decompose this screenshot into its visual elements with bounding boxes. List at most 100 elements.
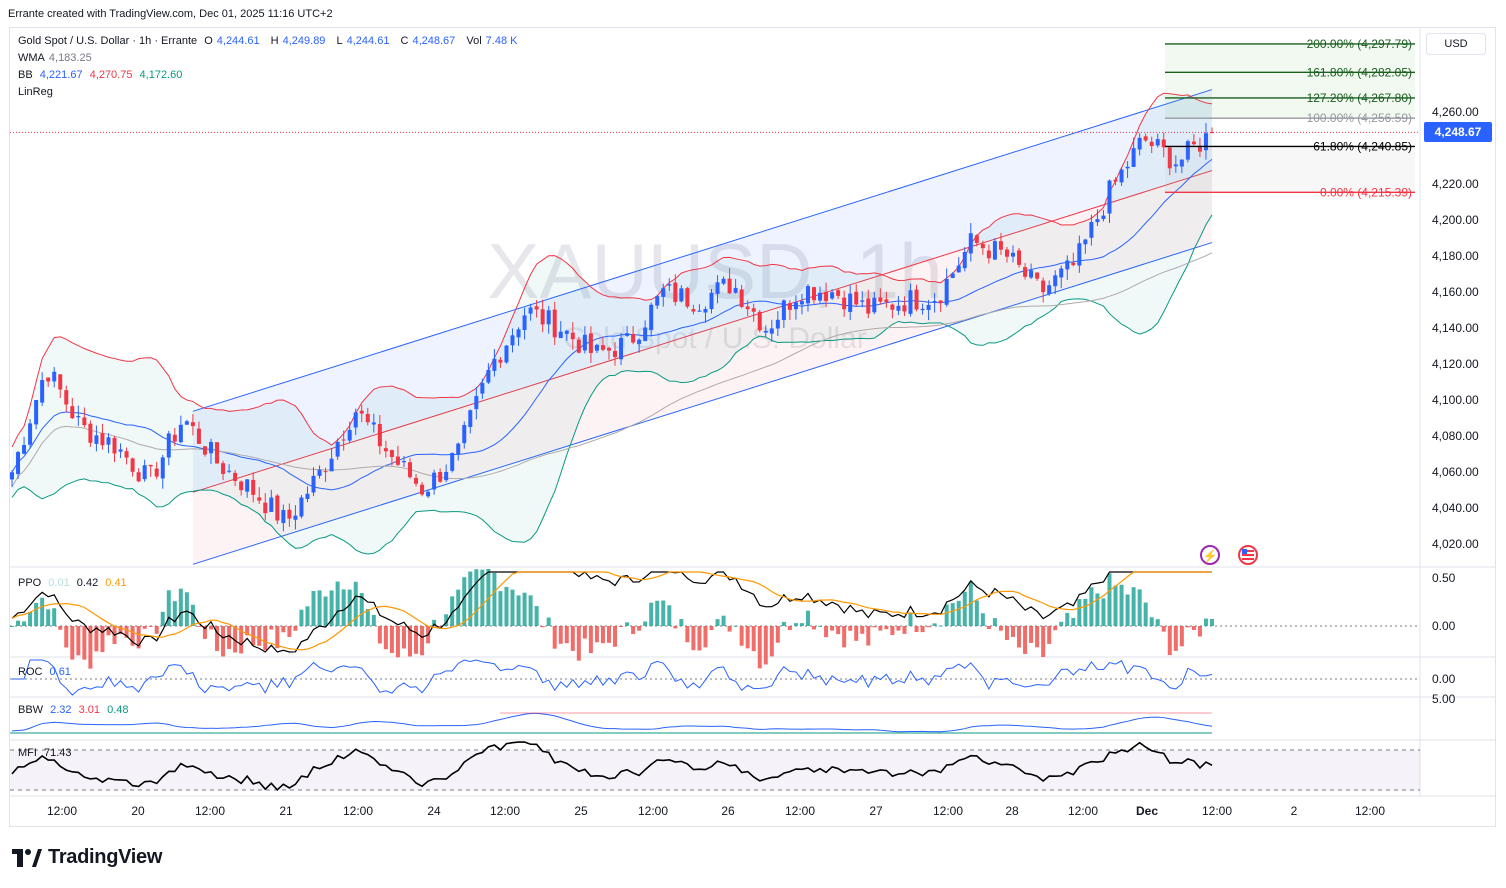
mfi-legend[interactable]: MFI 71.43: [18, 747, 72, 759]
flash-event-icon[interactable]: ⚡: [1200, 545, 1220, 565]
ppo-histogram-bar: [136, 626, 141, 649]
ppo-histogram-bar: [1041, 626, 1046, 657]
ppo-histogram-bar: [407, 626, 412, 657]
ppo-histogram-bar: [414, 626, 419, 654]
candle: [1041, 280, 1046, 293]
ppo-histogram-bar: [824, 626, 829, 638]
candle: [854, 291, 859, 305]
ppo-histogram-bar: [655, 600, 660, 626]
bbw-legend[interactable]: BBW 2.32 3.01 0.48: [18, 704, 129, 716]
ppo-legend[interactable]: PPO 0.01 0.42 0.41: [18, 577, 127, 589]
fib-level-label: 161.80% (4,282.05): [1307, 65, 1412, 79]
candle: [233, 472, 238, 481]
symbol-title[interactable]: Gold Spot / U.S. Dollar · 1h · Errante: [18, 35, 198, 47]
y-tick-label: 4,060.00: [1432, 465, 1479, 479]
currency-selector[interactable]: USD: [1426, 33, 1486, 55]
ppo-histogram-bar: [480, 569, 485, 626]
candle: [600, 345, 605, 350]
ppo-histogram-bar: [914, 626, 919, 633]
chart-frame: [9, 27, 1496, 827]
candle: [727, 278, 732, 294]
bb-fill: [12, 93, 1212, 555]
linreg-legend[interactable]: LinReg: [18, 86, 53, 98]
bb-upper-value: 4,270.75: [89, 69, 133, 81]
candle: [462, 425, 467, 444]
ppo-histogram-bar: [848, 626, 853, 631]
ppo-histogram-bar: [908, 613, 913, 626]
candle: [1131, 148, 1136, 167]
x-tick-label: 12:00: [785, 804, 815, 818]
ppo-histogram-bar: [920, 626, 925, 633]
candle: [22, 444, 27, 454]
candle: [100, 433, 105, 446]
candle: [812, 287, 817, 301]
ppo-histogram-bar: [239, 626, 244, 654]
candle: [1059, 268, 1064, 278]
ppo-histogram-bar: [751, 626, 756, 652]
ppo-histogram-bar: [667, 605, 672, 626]
candle: [733, 287, 738, 293]
ppo-histogram-bar: [697, 626, 702, 651]
candle: [106, 437, 111, 445]
ppo-histogram-bar: [28, 611, 33, 626]
candle: [208, 441, 213, 454]
candle: [28, 423, 33, 445]
x-tick-label: 12:00: [1355, 804, 1385, 818]
ppo-histogram-bar: [82, 626, 87, 660]
candle: [914, 289, 919, 310]
ppo-histogram-bar: [884, 626, 889, 630]
candle: [10, 472, 14, 480]
ppo-histogram-bar: [401, 626, 406, 649]
regression-upper-zone: [192, 89, 1212, 493]
ppo-histogram-bar: [148, 626, 153, 627]
candle: [1101, 215, 1106, 220]
ppo-histogram-bar: [805, 610, 810, 626]
bb-lower-line: [11, 214, 1213, 555]
ppo-histogram-bar: [625, 622, 630, 626]
candle: [582, 334, 587, 351]
candle: [661, 288, 666, 297]
ppo-histogram-bar: [202, 626, 207, 639]
ppo-histogram-bar: [582, 626, 587, 639]
ppo-histogram-bar: [703, 626, 708, 648]
open-value: O 4,244.61: [204, 35, 260, 47]
candle: [190, 422, 195, 427]
ppo-histogram-bar: [323, 596, 328, 626]
ppo-histogram-bar: [552, 626, 557, 649]
ppo-histogram-bar: [504, 586, 509, 626]
ppo-histogram-bar: [377, 626, 382, 644]
ppo-histogram-bar: [1071, 618, 1076, 626]
y-tick-label: 4,220.00: [1432, 177, 1479, 191]
candle: [516, 329, 521, 338]
ppo-histogram-bar: [359, 593, 364, 626]
ppo-histogram-bar: [1083, 598, 1088, 626]
ppo-histogram-bar: [896, 626, 901, 631]
candle: [76, 416, 81, 418]
wma-legend[interactable]: WMA 4,183.25: [18, 52, 92, 64]
ppo-histogram-bar: [269, 626, 274, 630]
y-tick-label: 4,120.00: [1432, 357, 1479, 371]
bb-legend[interactable]: BB 4,221.67 4,270.75 4,172.60: [18, 69, 183, 81]
candle: [902, 305, 907, 312]
us-flag-event-icon[interactable]: [1238, 545, 1258, 565]
candle: [468, 410, 473, 427]
ppo-histogram-bar: [606, 626, 611, 643]
candle: [1107, 180, 1112, 214]
candle: [793, 302, 798, 310]
x-tick-label: 28: [1005, 804, 1019, 818]
roc-legend[interactable]: ROC 0.61: [18, 666, 71, 678]
candle: [1089, 221, 1094, 238]
tradingview-brand[interactable]: TradingView: [12, 846, 162, 869]
ppo-histogram-bar: [184, 592, 189, 626]
candle: [299, 497, 304, 517]
candle: [950, 273, 955, 278]
candle: [968, 233, 973, 254]
candle: [1149, 141, 1154, 147]
x-tick-label: 2: [1291, 804, 1298, 818]
candle: [293, 515, 298, 520]
ppo-histogram-bar: [432, 619, 437, 626]
x-tick-label: 12:00: [1068, 804, 1098, 818]
candle: [34, 399, 39, 425]
ppo-histogram-bar: [1167, 626, 1172, 656]
